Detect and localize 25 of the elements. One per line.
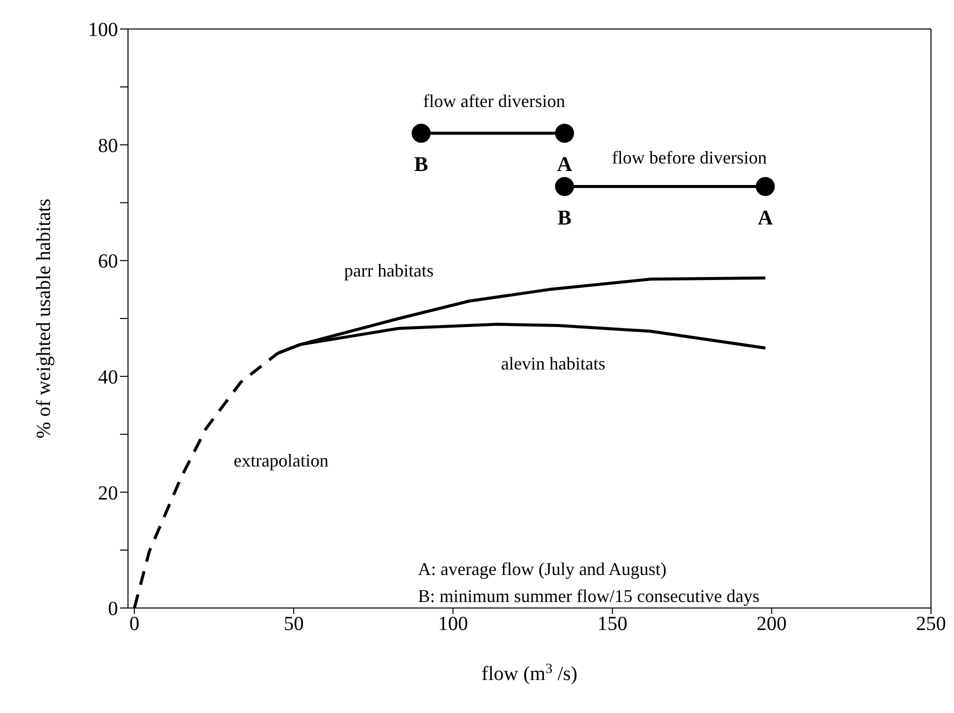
series-label: extrapolation (234, 450, 329, 471)
y-tick-label: 0 (108, 598, 118, 620)
y-tick-label: 40 (98, 366, 118, 388)
series-label: parr habitats (344, 260, 434, 280)
x-axis-title: flow (m$^{3}$ /s) (482, 662, 578, 685)
y-tick-label: 80 (98, 134, 118, 157)
y-tick-label: 20 (98, 482, 118, 504)
y-tick-label: 60 (98, 250, 118, 273)
annotation: A (758, 205, 774, 230)
series-label: flow before diversion (612, 147, 767, 168)
y-axis-title: % of weighted usable habitats (33, 198, 55, 438)
x-tick-label: 50 (284, 613, 304, 636)
series-label: flow after diversion (423, 91, 566, 112)
series-label: alevin habitats (500, 353, 606, 374)
x-tick-label: 150 (597, 613, 628, 636)
annotation: B (414, 152, 428, 176)
x-tick-label: 200 (756, 613, 787, 636)
annotation: A (556, 152, 573, 176)
annotation: B: minimum summer flow/15 consecutive days (418, 585, 760, 608)
x-tick-label: 250 (916, 613, 946, 636)
x-tick-label: 0 (129, 613, 140, 636)
annotation: B (558, 205, 572, 230)
annotation: A: average flow (July and August) (418, 558, 668, 581)
x-tick-label: 100 (438, 613, 468, 636)
y-tick-label: 100 (88, 19, 118, 42)
